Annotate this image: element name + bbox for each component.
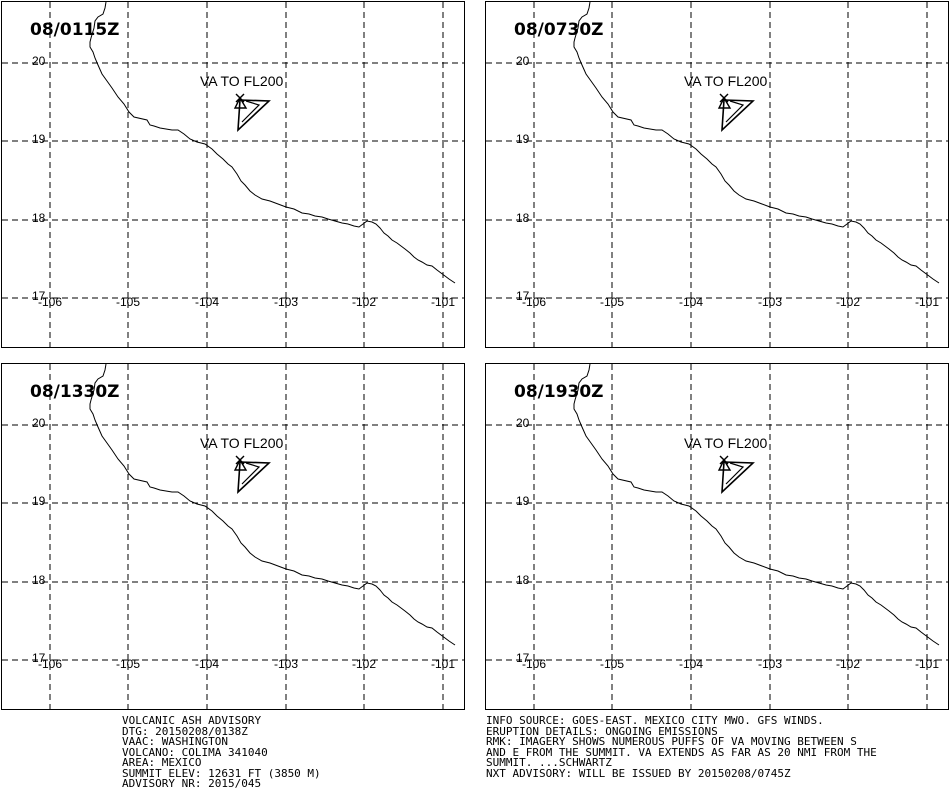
longitude-label: -104 <box>195 295 220 309</box>
latitude-label: 18 <box>516 573 530 587</box>
latitude-label: 19 <box>32 494 46 508</box>
volcano-icon <box>233 96 248 109</box>
summit-marker-icon <box>719 455 729 465</box>
latitude-label: 20 <box>516 416 530 430</box>
volcano-icon <box>717 96 732 109</box>
latitude-label: 19 <box>516 132 530 146</box>
coastline <box>573 2 940 284</box>
coastline <box>89 364 456 646</box>
longitude-label: -106 <box>38 295 63 309</box>
latitude-label: 18 <box>516 211 530 225</box>
latitude-label: 20 <box>32 416 46 430</box>
latitude-label: 18 <box>32 573 46 587</box>
longitude-label: -101 <box>915 657 940 671</box>
latitude-label: 17 <box>516 289 530 303</box>
map-panel-4: 08/1930Z VA TO FL200 20 19 18 17 -106 -105 -104 -… <box>485 363 949 710</box>
advisory-header-text: VOLCANIC ASH ADVISORY DTG: 20150208/0138… <box>122 714 321 790</box>
longitude-label: -105 <box>600 295 625 309</box>
ash-height-label: VA TO FL200 <box>200 435 284 451</box>
longitude-label: -103 <box>274 295 299 309</box>
summit-marker-icon <box>235 455 245 465</box>
longitude-label: -105 <box>116 295 141 309</box>
longitude-label: -102 <box>352 657 377 671</box>
coastline <box>89 2 456 284</box>
map-canvas <box>2 364 464 709</box>
longitude-label: -102 <box>836 295 861 309</box>
longitude-label: -106 <box>522 295 547 309</box>
longitude-label: -103 <box>758 657 783 671</box>
latitude-label: 17 <box>516 651 530 665</box>
ash-cloud-inner-edge <box>725 462 745 485</box>
ash-cloud-inner-edge <box>241 462 261 485</box>
ash-height-label: VA TO FL200 <box>684 73 768 89</box>
map-canvas <box>486 2 948 347</box>
map-panel-3: 08/1330Z VA TO FL200 20 19 18 17 -106 -105 -104 -… <box>1 363 465 710</box>
longitude-label: -102 <box>352 295 377 309</box>
panel-time-label: 08/0115Z <box>30 20 120 40</box>
longitude-label: -103 <box>274 657 299 671</box>
longitude-label: -103 <box>758 295 783 309</box>
map-canvas <box>2 2 464 347</box>
map-panel-2: 08/0730Z VA TO FL200 20 19 18 17 -106 -105 -104 -… <box>485 1 949 348</box>
longitude-label: -106 <box>522 657 547 671</box>
ash-cloud-outline <box>237 99 271 132</box>
summit-marker-icon <box>235 93 245 103</box>
ash-height-label: VA TO FL200 <box>200 73 284 89</box>
longitude-label: -101 <box>431 295 456 309</box>
longitude-label: -105 <box>116 657 141 671</box>
ash-height-label: VA TO FL200 <box>684 435 768 451</box>
longitude-label: -106 <box>38 657 63 671</box>
ash-cloud-outline <box>721 99 755 132</box>
longitude-label: -104 <box>195 657 220 671</box>
longitude-label: -104 <box>679 657 704 671</box>
panel-time-label: 08/0730Z <box>514 20 604 40</box>
volcano-icon <box>717 458 732 471</box>
longitude-label: -102 <box>836 657 861 671</box>
latitude-label: 19 <box>516 494 530 508</box>
coastline <box>573 364 940 646</box>
ash-cloud-inner-edge <box>241 100 261 123</box>
panel-time-label: 08/1930Z <box>514 382 604 402</box>
latitude-label: 17 <box>32 289 46 303</box>
volcano-icon <box>233 458 248 471</box>
map-panel-1: 08/0115Z VA TO FL200 20 19 18 17 -106 -105 -104 -… <box>1 1 465 348</box>
longitude-label: -101 <box>431 657 456 671</box>
ash-cloud-inner-edge <box>725 100 745 123</box>
longitude-label: -105 <box>600 657 625 671</box>
longitude-label: -104 <box>679 295 704 309</box>
latitude-label: 19 <box>32 132 46 146</box>
ash-cloud-outline <box>237 461 271 494</box>
summit-marker-icon <box>719 93 729 103</box>
latitude-label: 20 <box>516 54 530 68</box>
longitude-label: -101 <box>915 295 940 309</box>
latitude-label: 17 <box>32 651 46 665</box>
map-canvas <box>486 364 948 709</box>
ash-cloud-outline <box>721 461 755 494</box>
advisory-details-text: INFO SOURCE: GOES-EAST. MEXICO CITY MWO.… <box>486 714 877 780</box>
panel-time-label: 08/1330Z <box>30 382 120 402</box>
latitude-label: 18 <box>32 211 46 225</box>
latitude-label: 20 <box>32 54 46 68</box>
